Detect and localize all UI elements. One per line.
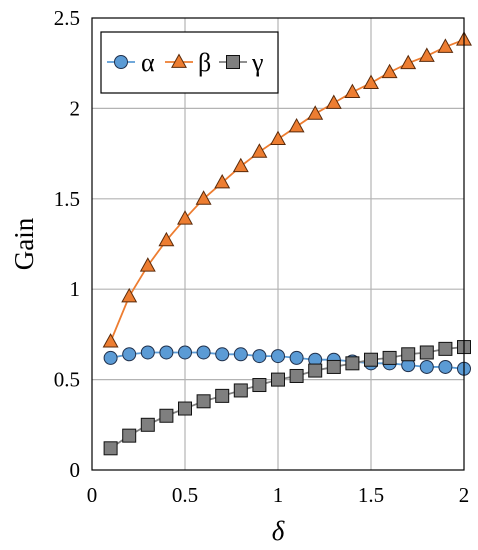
legend: α β γ [100, 31, 279, 94]
data-point [178, 345, 192, 360]
data-point [344, 83, 361, 99]
data-point [196, 345, 211, 360]
y-tick-label: 0.5 [54, 368, 80, 392]
data-point [215, 388, 230, 403]
data-point [158, 231, 175, 247]
x-tick-label: 1 [273, 483, 284, 507]
data-point [289, 368, 304, 383]
series-1 [103, 345, 471, 376]
data-point [233, 383, 248, 398]
y-axis-title: Gain [9, 217, 39, 270]
data-point [102, 333, 119, 348]
y-tick-label: 1 [70, 277, 81, 301]
x-axis-title: δ [272, 516, 285, 546]
data-point [177, 210, 193, 225]
data-point [140, 345, 155, 360]
data-point [363, 74, 379, 89]
data-point [419, 359, 434, 374]
series-group [102, 31, 472, 456]
data-point [418, 47, 435, 62]
data-point [139, 257, 156, 272]
tick-labels: 0 0.5 1 1.5 2 0 0.5 1 1.5 2 2.5 [54, 6, 470, 507]
legend-label: β [198, 48, 211, 77]
data-point [288, 117, 305, 133]
data-point [438, 341, 453, 356]
data-point [159, 345, 174, 360]
data-point [271, 372, 285, 387]
data-point [215, 347, 230, 362]
legend-marker [226, 55, 240, 69]
data-point [232, 157, 249, 173]
data-point [178, 401, 192, 416]
data-point [122, 428, 137, 443]
data-point [122, 347, 137, 362]
data-point [159, 408, 174, 423]
data-point [140, 417, 155, 432]
data-point [438, 359, 453, 374]
data-point [345, 356, 360, 371]
data-point [271, 349, 285, 364]
data-point [307, 105, 324, 120]
data-point [252, 349, 267, 364]
data-point [214, 173, 231, 189]
legend-label: γ [251, 48, 264, 77]
legend-marker [114, 55, 128, 69]
data-point [103, 350, 118, 365]
data-point [437, 38, 454, 53]
data-point [233, 347, 248, 362]
x-tick-label: 0.5 [172, 483, 198, 507]
y-tick-label: 2.5 [54, 6, 80, 30]
data-point [121, 287, 138, 303]
series-2 [102, 31, 472, 348]
data-point [419, 345, 434, 360]
data-point [252, 378, 267, 393]
data-point [364, 352, 378, 367]
x-tick-label: 1.5 [358, 483, 384, 507]
data-point [289, 350, 304, 365]
plot-area-frame [91, 17, 465, 471]
data-point [401, 347, 416, 362]
y-tick-label: 0 [70, 458, 81, 482]
data-point [196, 394, 211, 409]
y-tick-label: 1.5 [54, 187, 80, 211]
data-point [308, 363, 323, 378]
data-point [382, 350, 397, 365]
data-point [103, 441, 118, 456]
series-3 [103, 340, 471, 456]
data-point [381, 63, 398, 79]
data-point [270, 130, 286, 146]
legend-marker [171, 53, 187, 68]
data-point [195, 190, 212, 205]
x-tick-label: 0 [87, 483, 98, 507]
legend-label: α [141, 48, 155, 77]
data-point [400, 54, 417, 70]
y-tick-label: 2 [70, 96, 81, 120]
data-point [325, 94, 342, 109]
data-point [251, 143, 268, 158]
x-tick-label: 2 [459, 483, 470, 507]
data-point [326, 359, 341, 374]
